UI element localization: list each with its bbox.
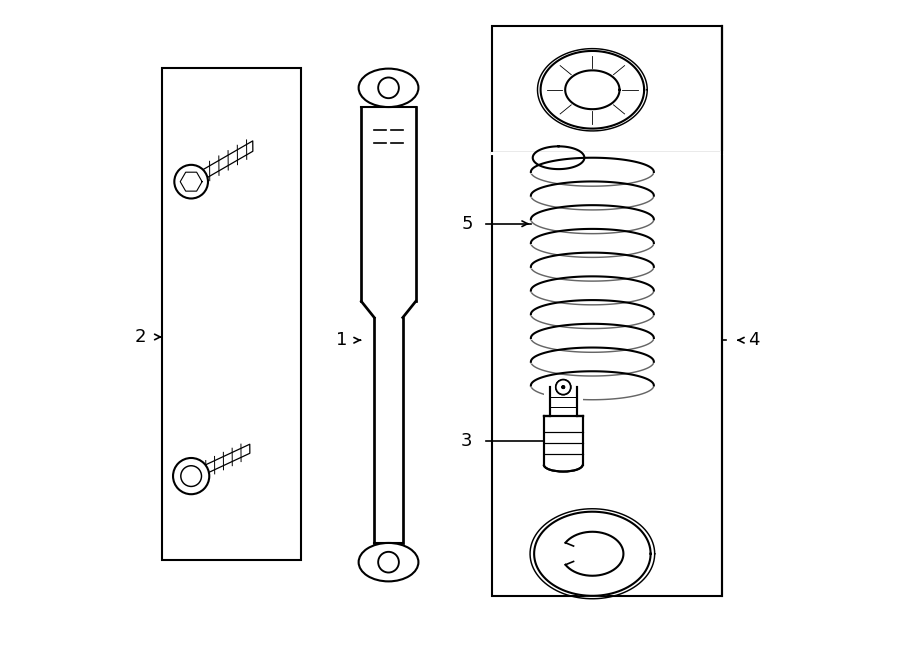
Text: 1: 1 — [336, 331, 347, 349]
Bar — [544, 379, 582, 465]
Circle shape — [378, 552, 399, 572]
Ellipse shape — [358, 69, 419, 107]
Text: 3: 3 — [461, 432, 472, 449]
Text: 5: 5 — [461, 215, 472, 233]
Bar — [374, 317, 403, 543]
Polygon shape — [191, 444, 250, 481]
Circle shape — [181, 466, 202, 486]
Circle shape — [378, 77, 399, 98]
Circle shape — [556, 379, 571, 395]
Polygon shape — [565, 70, 619, 109]
Ellipse shape — [358, 543, 419, 582]
Bar — [492, 26, 722, 153]
Bar — [162, 69, 302, 561]
Circle shape — [562, 385, 565, 389]
Bar — [361, 107, 416, 301]
Circle shape — [556, 379, 571, 395]
Bar — [492, 153, 722, 596]
Text: 2: 2 — [135, 328, 147, 346]
Circle shape — [175, 165, 208, 198]
Circle shape — [173, 458, 210, 494]
Circle shape — [562, 385, 565, 389]
Polygon shape — [541, 51, 644, 129]
Polygon shape — [534, 512, 651, 596]
Text: 4: 4 — [748, 331, 760, 349]
Polygon shape — [191, 141, 253, 187]
